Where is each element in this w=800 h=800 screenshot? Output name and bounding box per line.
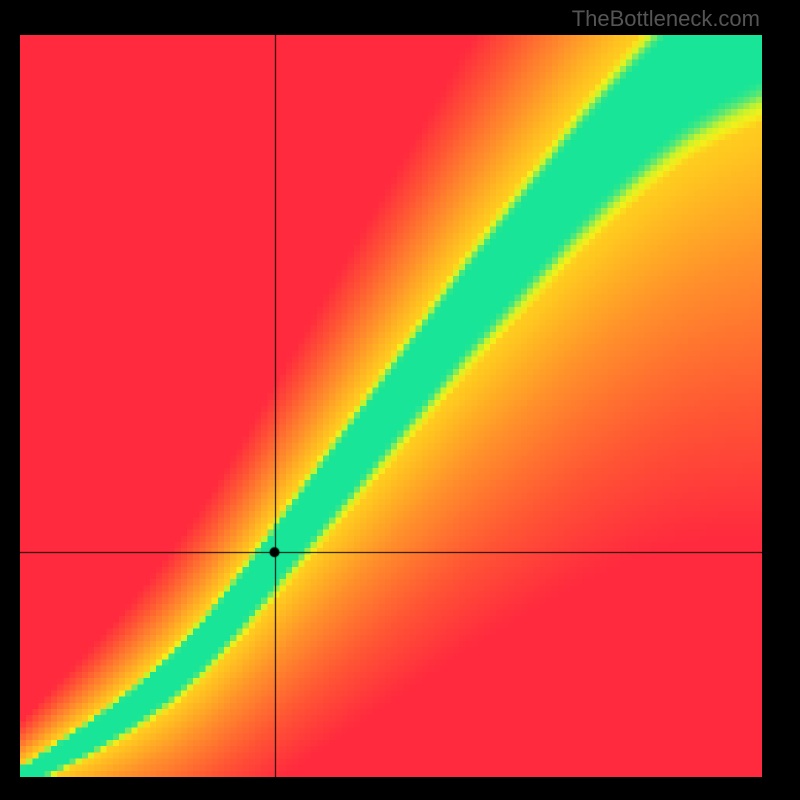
watermark-text: TheBottleneck.com bbox=[572, 6, 760, 32]
chart-container: TheBottleneck.com bbox=[0, 0, 800, 800]
crosshair-overlay bbox=[20, 35, 762, 777]
